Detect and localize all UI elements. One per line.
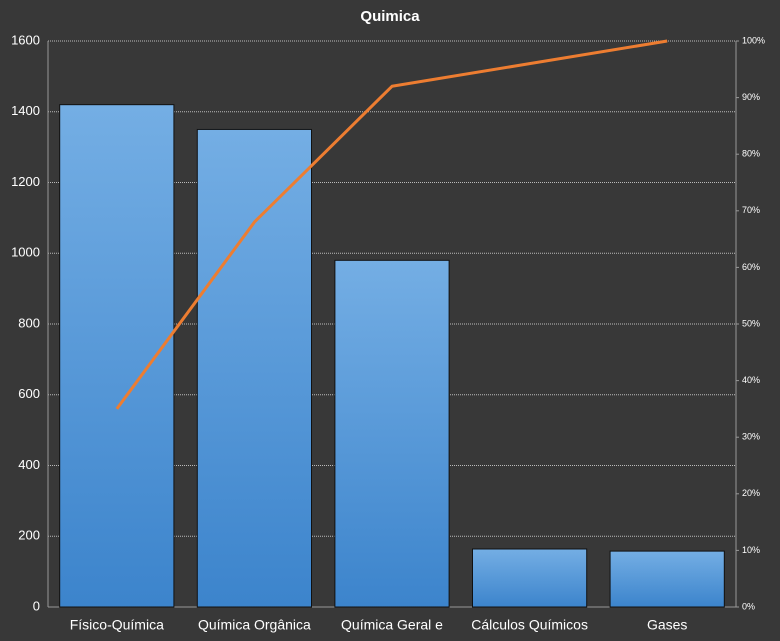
y2-tick-label: 20% xyxy=(742,488,760,498)
x-tick-label: Química Orgânica xyxy=(198,617,311,633)
y2-tick-label: 40% xyxy=(742,375,760,385)
y2-tick-label: 30% xyxy=(742,432,760,442)
x-tick-label: Gases xyxy=(647,617,687,633)
y2-tick-label: 70% xyxy=(742,205,760,215)
y2-tick-label: 80% xyxy=(742,149,760,159)
cumulative-line xyxy=(115,39,668,410)
y-tick-label: 800 xyxy=(18,315,40,330)
bar xyxy=(471,548,588,608)
bar xyxy=(334,259,450,608)
y-tick-label: 600 xyxy=(18,386,40,401)
y-tick-label: 0 xyxy=(33,598,40,613)
y-tick-label: 1400 xyxy=(11,103,40,118)
bar xyxy=(196,128,313,608)
y-tick-label: 400 xyxy=(18,457,40,472)
y2-tick-label: 50% xyxy=(742,318,760,328)
y-tick-label: 200 xyxy=(18,528,40,543)
y2-tick-label: 60% xyxy=(742,262,760,272)
y-tick-label: 1600 xyxy=(11,32,40,47)
y2-tick-label: 10% xyxy=(742,545,760,555)
y2-tick-label: 0% xyxy=(742,601,755,611)
y-tick-label: 1200 xyxy=(11,174,40,189)
x-tick-label: Físico-Química xyxy=(70,617,164,633)
bar xyxy=(609,550,725,608)
y2-tick-label: 90% xyxy=(742,92,760,102)
x-tick-label: Cálculos Químicos xyxy=(471,617,588,633)
y2-tick-label: 100% xyxy=(742,35,765,45)
y-tick-label: 1000 xyxy=(11,245,40,260)
x-tick-label: Química Geral e xyxy=(341,617,443,633)
chart-title: Quimica xyxy=(360,8,420,25)
